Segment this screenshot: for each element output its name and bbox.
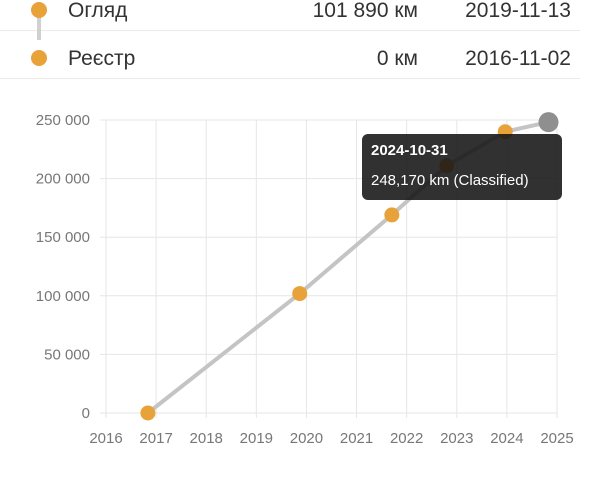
y-tick-label: 100 000 xyxy=(36,288,90,305)
history-row-registry[interactable]: Реєстр 0 км 2016-11-02 xyxy=(0,38,580,79)
y-tick-label: 50 000 xyxy=(44,346,90,363)
history-date: 2016-11-02 xyxy=(465,47,571,70)
x-tick-label: 2018 xyxy=(190,430,223,447)
history-mileage: 0 км xyxy=(376,47,418,70)
data-point[interactable] xyxy=(384,207,400,223)
x-tick-label: 2016 xyxy=(89,430,122,447)
x-tick-label: 2023 xyxy=(440,430,473,447)
data-point[interactable] xyxy=(292,286,308,302)
chart-tooltip: 2024-10-31 248,170 km (Classified) xyxy=(362,134,562,200)
history-list: Огляд 101 890 км 2019-11-13 Реєстр 0 км … xyxy=(0,0,600,96)
x-tick-label: 2020 xyxy=(290,430,323,447)
timeline-dot-icon xyxy=(31,50,47,66)
history-mileage: 101 890 км xyxy=(312,0,418,22)
x-tick-label: 2017 xyxy=(139,430,172,447)
y-tick-label: 250 000 xyxy=(36,112,90,129)
x-tick-label: 2019 xyxy=(240,430,273,447)
x-tick-label: 2021 xyxy=(340,430,373,447)
timeline-connector xyxy=(37,2,41,40)
data-point[interactable] xyxy=(140,405,156,421)
y-tick-label: 0 xyxy=(82,405,90,422)
history-date: 2019-11-13 xyxy=(465,0,571,22)
y-tick-label: 150 000 xyxy=(36,229,90,246)
tooltip-date: 2024-10-31 xyxy=(371,142,448,159)
x-tick-label: 2022 xyxy=(390,430,423,447)
data-point-selected[interactable] xyxy=(538,112,559,133)
y-axis: 0 50 000 100 000 150 000 200 000 250 000 xyxy=(36,112,90,422)
x-tick-label: 2025 xyxy=(540,430,573,447)
x-tick-label: 2024 xyxy=(490,430,523,447)
x-axis: 2016 2017 2018 2019 2020 2021 2022 2023 2024 2025 xyxy=(89,430,573,447)
y-tick-label: 200 000 xyxy=(36,171,90,188)
chart-grid xyxy=(100,119,558,418)
timeline-dot-icon xyxy=(31,2,47,18)
tooltip-value: 248,170 km (Classified) xyxy=(371,172,529,189)
history-label: Реєстр xyxy=(68,47,136,70)
history-label: Огляд xyxy=(68,0,128,22)
history-row-inspection[interactable]: Огляд 101 890 км 2019-11-13 xyxy=(0,0,580,40)
mileage-chart: 0 50 000 100 000 150 000 200 000 250 000 2016… xyxy=(36,112,574,447)
